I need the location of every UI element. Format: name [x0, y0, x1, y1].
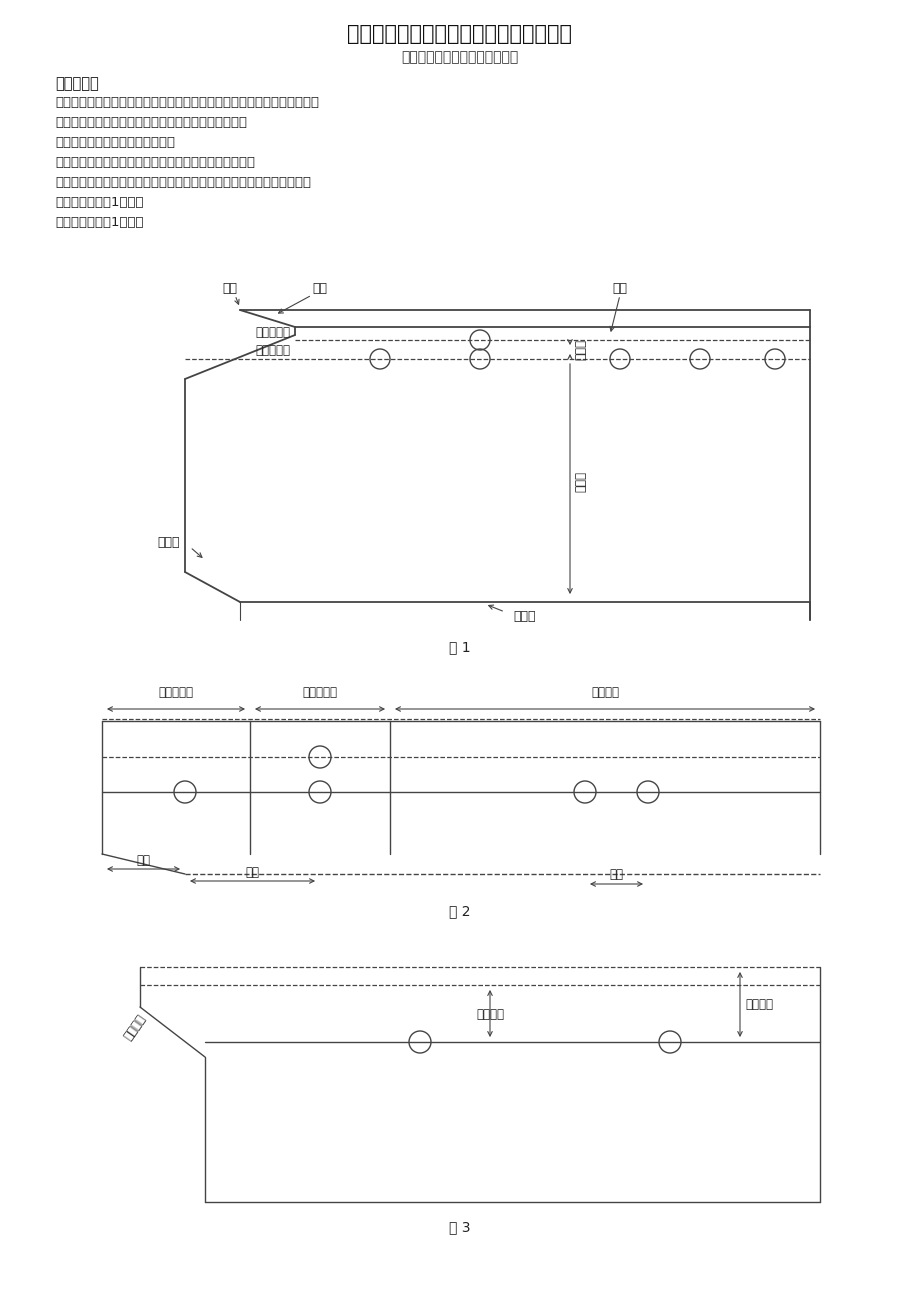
Text: 切角边: 切角边 — [157, 535, 180, 548]
Text: 切角边：如下图1所示。: 切角边：如下图1所示。 — [55, 216, 143, 228]
Text: 楞点: 楞点 — [222, 281, 237, 294]
Text: 角钢相关：: 角钢相关： — [55, 77, 98, 91]
Text: 单排心距: 单排心距 — [590, 686, 618, 699]
Text: 轧制边：如下图1所示。: 轧制边：如下图1所示。 — [55, 195, 143, 208]
Text: 切角处距: 切角处距 — [121, 1012, 148, 1042]
Text: （暂行、欢迎指出错误之处。）: （暂行、欢迎指出错误之处。） — [401, 49, 518, 64]
Text: 第一排心距: 第一排心距 — [158, 686, 193, 699]
Text: 楞线侧: 楞线侧 — [573, 340, 586, 361]
Text: 楞线: 楞线 — [312, 281, 327, 294]
Text: 第二排心距: 第二排心距 — [302, 686, 337, 699]
Text: 铁塔绘图及放样软件初学者需掌握的概念: 铁塔绘图及放样软件初学者需掌握的概念 — [347, 23, 572, 44]
Text: 图 2: 图 2 — [448, 904, 471, 918]
Text: 第二排心线: 第二排心线 — [255, 345, 289, 358]
Text: 楞线侧：在角钢肢平面内，心线向楞线的方向为楞线侧。: 楞线侧：在角钢肢平面内，心线向楞线的方向为楞线侧。 — [55, 155, 255, 168]
Text: 心线: 心线 — [612, 281, 627, 294]
Text: 轧制边距: 轧制边距 — [744, 999, 772, 1012]
Text: 肢边侧：在角钢肢平面内，心线向楞线的反方向为肢边侧，又叫肢翼侧。: 肢边侧：在角钢肢平面内，心线向楞线的反方向为肢边侧，又叫肢翼侧。 — [55, 176, 311, 189]
Text: 楞点：构成角钢楞线的两个端点。: 楞点：构成角钢楞线的两个端点。 — [55, 135, 175, 148]
Text: 肢边侧: 肢边侧 — [573, 470, 586, 491]
Text: 图 3: 图 3 — [448, 1220, 471, 1234]
Text: 楞线：角钢外皮相交的直线，又称角钢背或角钢劲线。: 楞线：角钢外皮相交的直线，又称角钢背或角钢劲线。 — [55, 116, 246, 129]
Text: 轧制边距: 轧制边距 — [475, 1008, 504, 1021]
Text: 间距: 间距 — [608, 867, 622, 880]
Text: 第一排心线: 第一排心线 — [255, 326, 289, 339]
Text: 图 1: 图 1 — [448, 641, 471, 654]
Text: 轧制边: 轧制边 — [513, 611, 536, 624]
Text: 间距: 间距 — [244, 866, 259, 879]
Text: 端距: 端距 — [136, 854, 150, 867]
Text: 心线：螺栓孔布置在角钢肢的一条直线上，这条直线称之为心线又叫准线。: 心线：螺栓孔布置在角钢肢的一条直线上，这条直线称之为心线又叫准线。 — [55, 95, 319, 108]
